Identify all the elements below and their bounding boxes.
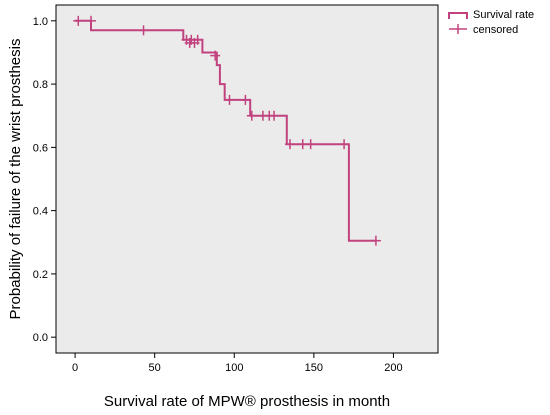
x-axis: 0 50 100 150 200 [72,353,403,374]
censored-marker [269,110,280,121]
censored-marker [138,25,149,36]
y-tick-label: 0.8 [33,79,48,91]
survival-step-line [75,19,376,242]
plot-area [55,4,439,354]
censored-marker [210,50,221,61]
censored-marker [224,94,235,105]
censored-marker [246,110,257,121]
y-tick-label: 0.2 [33,269,48,281]
legend-label-censored: censored [473,24,518,36]
legend-step-icon [448,12,468,19]
x-tick-label: 0 [72,362,78,374]
y-tick-label: 0.4 [33,206,48,218]
legend-label-survival: Survival rate [473,9,534,21]
censored-marker [73,15,84,26]
y-axis-title: Probability of failure of the wrist pros… [7,39,24,320]
legend-plus-icon [449,24,467,34]
y-tick-label: 0.6 [33,142,48,154]
censored-marker [192,34,203,45]
censored-marker [370,235,381,246]
censored-marker [86,15,97,26]
y-axis: 0.0 0.2 0.4 0.6 0.8 1.0 [33,16,56,344]
y-tick-label: 0.0 [33,332,48,344]
censored-marker [240,94,251,105]
x-tick-label: 100 [225,362,243,374]
y-tick-label: 1.0 [33,16,48,28]
censored-markers [73,15,381,246]
x-axis-title: Survival rate of MPW® prosthesis in mont… [104,393,390,410]
x-tick-label: 150 [305,362,323,374]
censored-marker [339,139,350,150]
x-tick-label: 200 [384,362,402,374]
x-tick-label: 50 [149,362,161,374]
legend: Survival rate censored [448,9,534,36]
censored-marker [284,139,295,150]
censored-marker [305,139,316,150]
